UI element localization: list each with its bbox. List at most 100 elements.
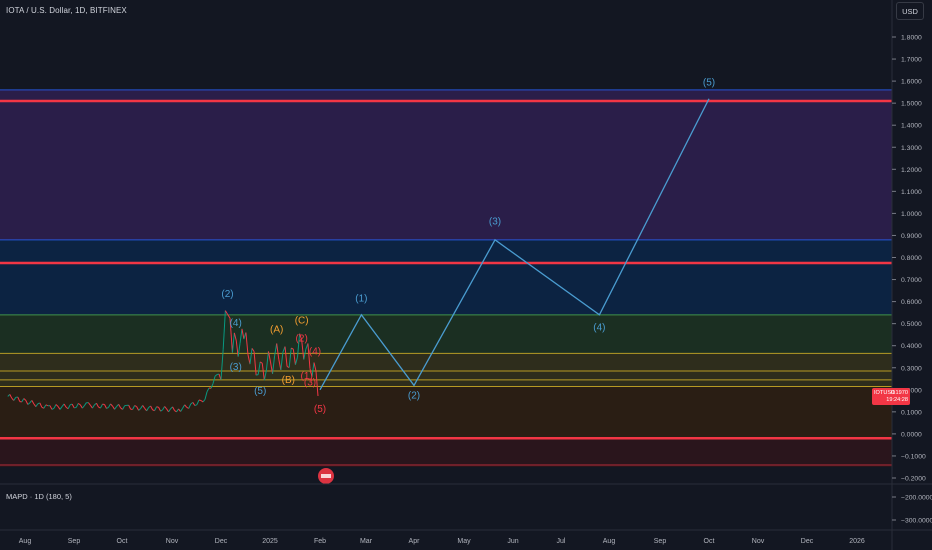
price-candle (259, 361, 263, 364)
price-tick-label: 0.4000 (901, 343, 922, 350)
price-candle (63, 403, 67, 408)
wave-label: (C) (295, 316, 309, 327)
time-axis-label: Oct (704, 538, 715, 545)
price-tick-label: 1.2000 (901, 167, 922, 174)
wave-label: (2) (296, 333, 308, 344)
price-tick-label: −0.2000 (901, 476, 926, 483)
time-axis-label: Dec (215, 538, 228, 545)
price-candle (61, 403, 65, 407)
price-candle (288, 347, 292, 368)
price-candle (110, 403, 113, 407)
time-axis-label: Aug (19, 538, 32, 545)
chart-title: IOTA / U.S. Dollar, 1D, BITFINEX (6, 6, 127, 15)
price-candle (237, 343, 241, 357)
price-tick-label: 1.1000 (901, 189, 922, 196)
price-candle (106, 406, 109, 409)
indicator-label[interactable]: MAPD · 1D (180, 5) (6, 492, 72, 501)
wave-label: (B) (282, 375, 295, 386)
price-candle (57, 406, 61, 410)
price-candle (69, 403, 73, 406)
price-candle (108, 403, 111, 408)
price-tick-label: 1.5000 (901, 101, 922, 108)
price-candle (37, 402, 41, 405)
price-candle (184, 404, 188, 408)
price-candle (172, 406, 175, 411)
badge-countdown: 19:24:28 (886, 397, 908, 403)
price-candle (136, 406, 140, 411)
price-candle (200, 400, 204, 403)
price-candle (229, 318, 233, 353)
price-candle (180, 407, 184, 412)
price-candle (249, 348, 253, 365)
time-axis-label: May (457, 538, 471, 545)
price-zone (0, 89, 892, 240)
price-candle (272, 355, 276, 374)
price-candle (41, 406, 45, 409)
price-candle (212, 376, 216, 384)
price-candle (96, 402, 99, 408)
price-candle (284, 346, 288, 367)
wave-label: (4) (309, 347, 321, 358)
price-candle (297, 333, 301, 358)
time-axis-label: Aug (603, 538, 616, 545)
price-tick-label: 1.8000 (901, 35, 922, 42)
wave-label: (5) (254, 386, 266, 397)
price-candle (166, 408, 169, 413)
price-candle (224, 310, 228, 315)
price-tick-label: 0.9000 (901, 233, 922, 240)
time-axis-label: Nov (752, 538, 765, 545)
price-candle (251, 348, 255, 352)
price-candle (134, 405, 137, 408)
price-candle (214, 374, 218, 377)
price-candle (23, 398, 27, 401)
price-candle (245, 332, 249, 355)
currency-button[interactable]: USD (896, 2, 924, 20)
price-candle (33, 403, 37, 407)
price-candle (178, 408, 181, 412)
price-candle (77, 403, 81, 406)
price-candle (313, 362, 317, 372)
price-candle (45, 404, 49, 407)
price-tick-label: 1.4000 (901, 123, 922, 130)
price-tick-label: 0.0000 (901, 431, 922, 438)
indicator-tick-label: −300.0000 (901, 518, 932, 525)
price-candle (87, 402, 91, 406)
price-tick-label: 0.3000 (901, 365, 922, 372)
price-candle (257, 361, 261, 375)
price-candle (233, 332, 237, 341)
price-tick-label: 1.3000 (901, 145, 922, 152)
time-axis-label: 2025 (262, 538, 278, 545)
price-candle (90, 405, 93, 409)
price-candle (196, 399, 200, 405)
price-candle (303, 349, 307, 360)
time-axis-label: Jul (557, 538, 566, 545)
badge-symbol: IOTUSD (874, 390, 896, 396)
price-candle (146, 407, 150, 412)
price-candle (53, 404, 57, 409)
price-zone (0, 353, 892, 387)
price-candle (269, 361, 274, 374)
time-axis-label: Feb (314, 538, 326, 545)
price-candle (307, 343, 311, 369)
price-tick-label: 0.5000 (901, 321, 922, 328)
price-candle (292, 349, 296, 365)
price-candle (75, 403, 79, 408)
price-candle (79, 404, 83, 409)
price-candle (235, 340, 239, 357)
price-candle (255, 374, 259, 376)
price-candle (118, 404, 122, 409)
time-axis-label: Oct (117, 538, 128, 545)
price-candle (274, 343, 278, 356)
price-candle (192, 402, 196, 406)
price-candle (160, 409, 163, 412)
price-candle (154, 406, 158, 411)
price-candle (206, 387, 210, 393)
price-candle (35, 403, 39, 407)
price-candle (55, 404, 59, 407)
wave-label: (5) (314, 404, 326, 415)
price-tick-label: 1.0000 (901, 211, 922, 218)
price-candle (83, 402, 87, 406)
price-candle (315, 371, 319, 397)
price-candle (188, 403, 192, 409)
